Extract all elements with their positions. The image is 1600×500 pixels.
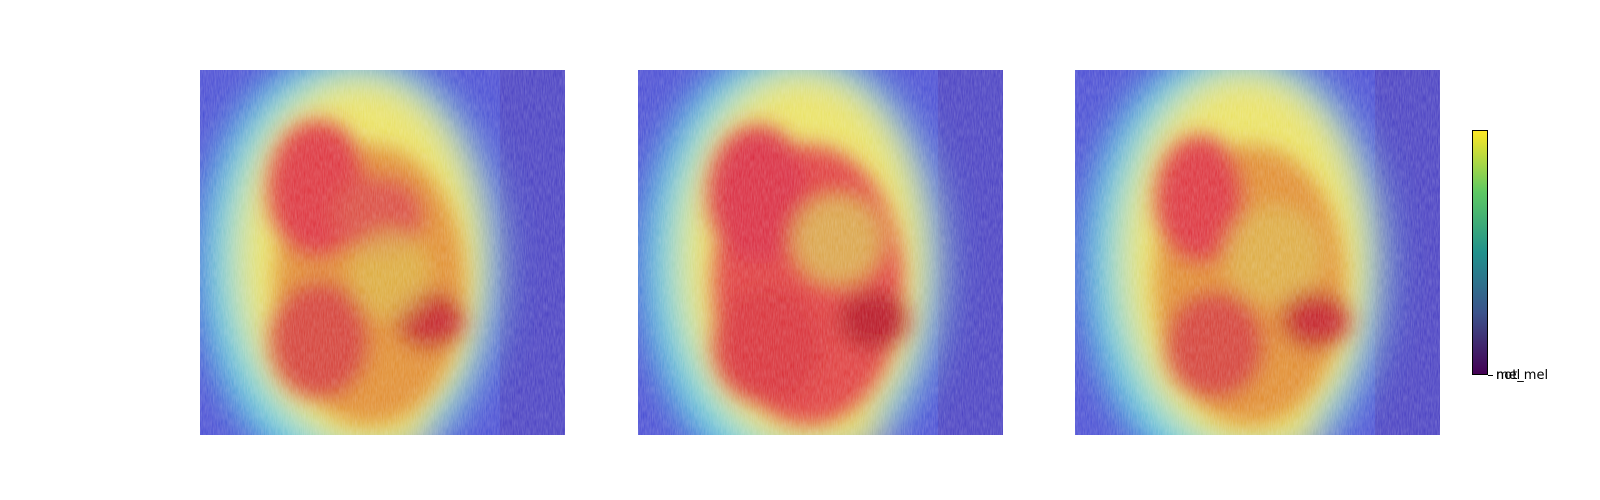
gradcam-heatmap-image [200,70,565,435]
colorbar-tick-label-mel: mel [1496,368,1521,383]
heatmap-panel-2 [638,70,1003,435]
heatmap-panel-3 [1075,70,1440,435]
heatmap-panel-1 [200,70,565,435]
gradcam-heatmap-image [1075,70,1440,435]
colorbar-tick-mark [1488,375,1493,376]
colorbar [1472,130,1488,375]
gradcam-heatmap-image [638,70,1003,435]
colorbar-ticks: mel not_mel [1488,368,1578,386]
colorbar-tick-label-not-mel: not_mel [1496,368,1549,383]
